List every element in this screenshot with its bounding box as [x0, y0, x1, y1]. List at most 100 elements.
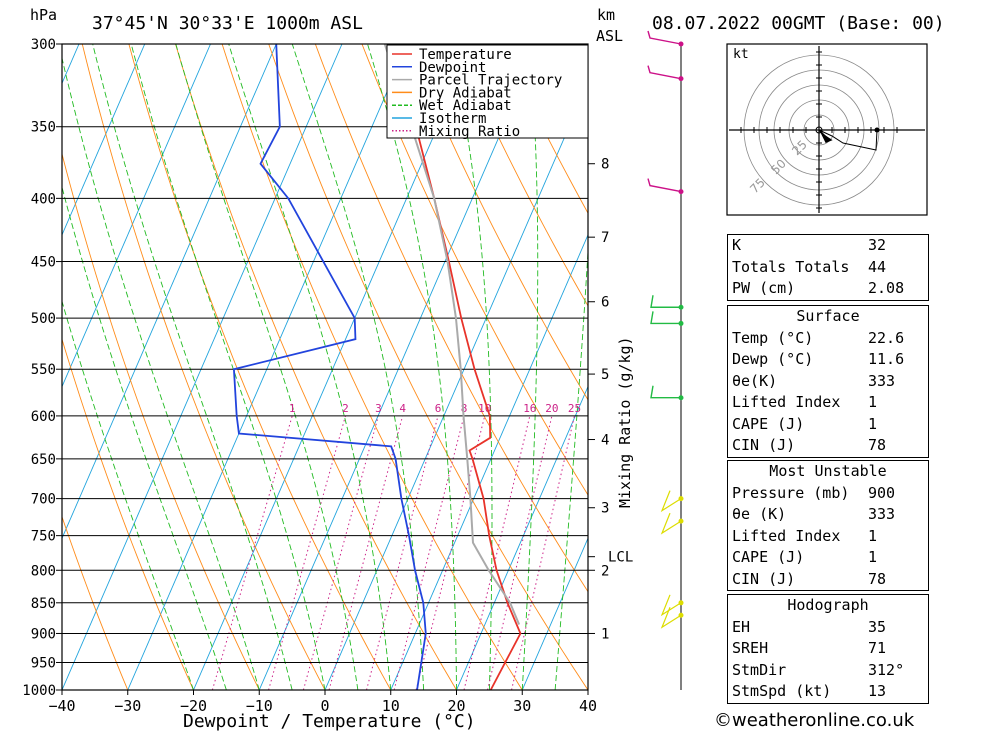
mixing-ratio-line [366, 415, 439, 690]
datetime-title: 08.07.2022 00GMT (Base: 00) [652, 13, 945, 34]
most-unstable-label: CAPE (J) [732, 548, 805, 566]
surface-label: Dewp (°C) [732, 350, 814, 368]
parcel-trajectory-series [383, 44, 521, 625]
axes: 3003504004505005506006507007508008509009… [22, 37, 597, 715]
hodograph-table: Hodograph EH 35 SREH 71 StmDir 312° StmSpd (kt… [727, 594, 929, 704]
wet-adiabat-line [449, 44, 493, 690]
surface-label: Lifted Index [732, 393, 841, 411]
mixing-ratio-line [511, 415, 575, 690]
wind-barb [647, 178, 684, 195]
most-unstable-label: θe (K) [732, 505, 787, 523]
most-unstable-value: 1 [868, 526, 878, 545]
isotherm-line [62, 44, 277, 540]
wind-barb [647, 30, 684, 47]
wet-adiabat-line [554, 243, 588, 690]
wet-adiabat-line [175, 44, 359, 690]
surface-label: CIN (J) [732, 436, 796, 454]
wind-barb [650, 295, 684, 310]
wet-adiabat-line [62, 185, 227, 690]
km-unit-label: km [597, 6, 615, 24]
dry-adiabat-line [454, 44, 588, 307]
legend-label: Parcel Trajectory [419, 73, 562, 89]
most-unstable-row: θe (K) 333 [728, 504, 928, 526]
surface-row: Dewp (°C) 11.6 [728, 349, 928, 371]
pressure-tick-label: 750 [31, 529, 56, 545]
most-unstable-row: Lifted Index 1 [728, 526, 928, 548]
pressure-tick-label: 900 [31, 626, 56, 642]
km-tick-label: 3 [601, 501, 609, 517]
pressure-tick-label: 950 [31, 655, 56, 671]
asl-unit-label: ASL [596, 27, 623, 45]
isotherm-line [127, 44, 409, 690]
indices-table: K 32 Totals Totals 44 PW (cm) 2.08 [727, 234, 929, 301]
dry-adiabat-line [221, 44, 523, 690]
surface-row: θe(K) 333 [728, 371, 928, 393]
hodograph-stat-row: StmDir 312° [728, 660, 928, 682]
wind-barb [647, 65, 684, 82]
mixing-ratio-label: 2 [342, 402, 349, 415]
most-unstable-label: CIN (J) [732, 569, 796, 588]
pressure-tick-label: 600 [31, 409, 56, 425]
km-tick-label: LCL [608, 550, 633, 566]
hodograph-point [874, 127, 880, 133]
index-value: 32 [868, 236, 887, 254]
surface-label: CAPE (J) [732, 414, 805, 433]
mixing-ratio-line [487, 415, 553, 690]
plot-frame [61, 43, 589, 691]
legend-box [386, 44, 589, 139]
hodograph-origin [815, 126, 823, 134]
hodograph-stat-value: 71 [868, 639, 887, 657]
index-row: Totals Totals 44 [728, 257, 928, 279]
index-row: K 32 [728, 235, 928, 257]
hodograph-stat-row: EH 35 [728, 617, 928, 639]
x-axis-label: Dewpoint / Temperature (°C) [183, 711, 476, 732]
x-tick-label: −20 [180, 697, 207, 715]
x-tick-label: −40 [48, 697, 75, 715]
isotherm-line [521, 537, 588, 690]
pressure-tick-label: 500 [31, 311, 56, 327]
mixing-ratio-line [328, 415, 404, 690]
legend-label: Mixing Ratio [419, 124, 520, 140]
dry-adiabat-line [175, 44, 457, 690]
mixing-ratio-label: 3 [375, 402, 382, 415]
index-label: K [732, 236, 742, 254]
dewpoint-series [232, 44, 427, 690]
surface-row: Temp (°C) 22.6 [728, 328, 928, 350]
x-tick-label: 30 [513, 697, 531, 715]
legend-label: Wet Adiabat [419, 98, 512, 114]
surface-table: Surface Temp (°C) 22.6 Dewp (°C) 11.6 θe(K) 3… [727, 305, 929, 458]
wind-barb [650, 311, 684, 326]
wind-barb [660, 512, 684, 535]
pressure-tick-label: 700 [31, 492, 56, 508]
dry-adiabat-line [62, 515, 129, 690]
surface-value: 11.6 [868, 350, 905, 368]
isotherm-line [456, 385, 588, 690]
most-unstable-value: 1 [868, 548, 878, 566]
wet-adiabat-line [130, 44, 326, 690]
wet-adiabat-line [62, 299, 194, 690]
wet-adiabat-line [228, 44, 392, 690]
legend-label: Dewpoint [419, 60, 486, 76]
most-unstable-row: CAPE (J) 1 [728, 547, 928, 569]
hpa-unit-label: hPa [30, 6, 57, 24]
most-unstable-value: 900 [868, 483, 896, 502]
most-unstable-value: 333 [868, 505, 896, 523]
hodograph-stat-label: EH [732, 617, 751, 636]
surface-row: CAPE (J) 1 [728, 414, 928, 436]
legend-label: Dry Adiabat [419, 85, 512, 101]
km-tick-label: 5 [601, 367, 609, 383]
surface-row: Lifted Index 1 [728, 392, 928, 414]
mixing-ratio-line [463, 415, 531, 690]
wind-barb [660, 594, 684, 617]
mixing-ratio-label: 16 [523, 402, 536, 415]
isotherm-line [62, 44, 343, 690]
km-tick-label: 6 [601, 295, 609, 311]
hodograph-table-title: Hodograph [787, 596, 869, 614]
wind-barb [660, 607, 684, 629]
hodograph-stat-value: 13 [868, 682, 887, 700]
surface-value: 78 [868, 436, 887, 454]
km-tick-label: 8 [601, 157, 609, 173]
